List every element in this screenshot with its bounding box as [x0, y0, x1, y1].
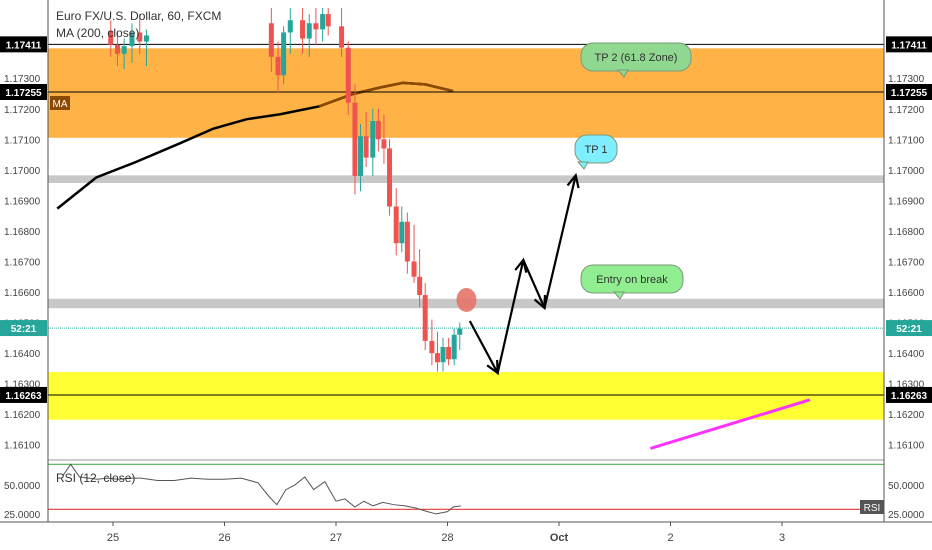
rsi-pane: RSI [48, 460, 884, 514]
y-tick-left-9: 1.17000 [4, 166, 41, 177]
callout-2[interactable]: Entry on break [581, 265, 683, 299]
y-tick-left-11: 1.17200 [4, 105, 41, 116]
candle-body-35 [457, 329, 462, 335]
chart-title: Euro FX/U.S. Dollar, 60, FXCM [56, 9, 221, 23]
rsi-tick-right-0: 50.0000 [888, 481, 925, 492]
candle-body-5 [144, 35, 149, 41]
candle-body-30 [429, 341, 434, 353]
candle-body-27 [412, 261, 417, 276]
ma-badge-label: MA [53, 99, 68, 110]
y-tick-right-9: 1.17000 [888, 166, 925, 177]
candle-body-32 [441, 347, 446, 362]
callout-tail-2 [614, 292, 624, 299]
y-tick-right-8: 1.16900 [888, 196, 925, 207]
y-tick-right-3: 1.16400 [888, 349, 925, 360]
callout-1[interactable]: TP 1 [575, 135, 617, 169]
y-tick-left-10: 1.17100 [4, 135, 41, 146]
x-tick-label-2: 27 [330, 532, 342, 544]
candle-body-6 [269, 23, 274, 57]
y-tick-right-10: 1.17100 [888, 135, 925, 146]
x-tick-label-1: 26 [218, 532, 230, 544]
price-badge-text-1-1: 1.17255 [891, 88, 928, 99]
projection-segment-1 [498, 260, 524, 373]
candle-body-26 [405, 222, 410, 262]
rsi-badge-label: RSI [864, 503, 881, 514]
candle-body-14 [326, 14, 331, 26]
y-tick-left-1: 1.16200 [4, 410, 41, 421]
x-tick-label-0: 25 [107, 532, 119, 544]
x-tick-label-6: 3 [779, 532, 785, 544]
rsi-tick-right-1: 25.0000 [888, 510, 925, 521]
candle-body-28 [417, 277, 422, 295]
price-badge-text-1-0: 1.17255 [5, 88, 42, 99]
candle-body-15 [339, 26, 344, 47]
callout-text-0: TP 2 (61.8 Zone) [595, 52, 678, 64]
price-badge-text-2-1: 52:21 [896, 324, 922, 335]
price-badge-text-3-0: 1.16263 [5, 391, 42, 402]
projection-segment-0 [470, 321, 498, 373]
callout-tail-1 [578, 162, 588, 169]
candle-body-18 [358, 136, 363, 176]
y-tick-left-12: 1.17300 [4, 74, 41, 85]
y-tick-right-11: 1.17200 [888, 105, 925, 116]
rsi-tick-left-0: 50.0000 [4, 481, 41, 492]
price-pane: TP 2 (61.8 Zone) TP 1 Entry on break [48, 8, 884, 448]
price-badge-text-0-1: 1.17411 [891, 40, 927, 51]
price-badge-text-3-1: 1.16263 [891, 391, 928, 402]
candle-body-20 [370, 121, 375, 158]
support-zone [48, 372, 884, 420]
candle-body-1 [115, 45, 120, 54]
resistance-zone [48, 48, 884, 137]
candle-body-9 [288, 20, 293, 32]
tp1-zone [48, 175, 884, 183]
y-tick-left-7: 1.16800 [4, 227, 41, 238]
x-tick-label-3: 28 [441, 532, 453, 544]
y-tick-right-0: 1.16100 [888, 441, 925, 452]
candle-body-12 [313, 23, 318, 29]
candle-body-19 [364, 136, 369, 157]
candle-body-29 [423, 295, 428, 341]
y-tick-left-6: 1.16700 [4, 257, 41, 268]
y-tick-right-7: 1.16800 [888, 227, 925, 238]
candle-body-2 [122, 46, 127, 54]
candle-body-11 [307, 23, 312, 38]
candle-body-7 [276, 57, 281, 75]
candle-body-16 [346, 48, 351, 103]
y-tick-left-5: 1.16600 [4, 288, 41, 299]
price-badge-text-2-0: 52:21 [11, 324, 37, 335]
entry-marker [456, 288, 476, 312]
candle-body-8 [281, 32, 286, 75]
y-tick-right-1: 1.16200 [888, 410, 925, 421]
candle-body-21 [376, 121, 381, 139]
ma-indicator-label[interactable]: MA (200, close) [56, 26, 139, 40]
rsi-indicator-label[interactable]: RSI (12, close) [56, 471, 135, 485]
candle-body-10 [300, 20, 305, 38]
candle-body-13 [320, 14, 325, 29]
callout-text-1: TP 1 [584, 144, 607, 156]
candle-body-33 [446, 347, 451, 359]
y-tick-right-5: 1.16600 [888, 288, 925, 299]
candle-body-34 [452, 335, 457, 359]
y-tick-left-8: 1.16900 [4, 196, 41, 207]
candle-body-22 [381, 139, 386, 148]
candle-body-31 [435, 353, 440, 362]
y-tick-right-6: 1.16700 [888, 257, 925, 268]
y-tick-left-3: 1.16400 [4, 349, 41, 360]
candle-body-25 [399, 222, 404, 243]
callout-text-2: Entry on break [596, 274, 668, 286]
rsi-tick-left-1: 25.0000 [4, 510, 41, 521]
candle-body-17 [352, 103, 357, 176]
y-tick-right-12: 1.17300 [888, 74, 925, 85]
y-tick-left-0: 1.16100 [4, 441, 41, 452]
x-tick-label-5: 2 [667, 532, 673, 544]
candle-body-23 [387, 148, 392, 206]
x-tick-label-4: Oct [550, 532, 569, 544]
projection-segment-3 [545, 175, 576, 308]
candle-body-24 [394, 207, 399, 244]
price-badge-text-0-0: 1.17411 [6, 40, 42, 51]
